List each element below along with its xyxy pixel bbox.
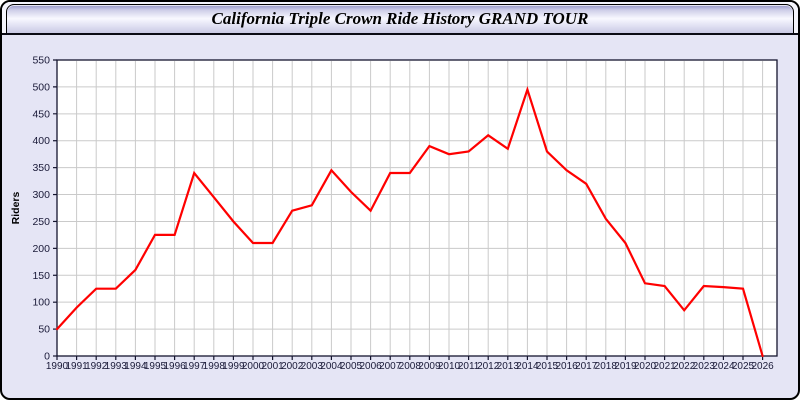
- x-tick-label: 2023: [693, 361, 716, 372]
- axes-frame: [56, 59, 778, 357]
- x-tick-label: 2026: [751, 361, 774, 372]
- x-tick-label: 1994: [124, 361, 147, 372]
- x-tick-label: 1993: [105, 361, 128, 372]
- y-tick-label: 350: [32, 162, 50, 174]
- chart-title: California Triple Crown Ride History GRA…: [211, 9, 589, 28]
- x-tick-label: 2012: [477, 361, 500, 372]
- x-tick-label: 2001: [261, 361, 284, 372]
- x-tick-label: 1997: [183, 361, 206, 372]
- x-tick-label: 2010: [438, 361, 461, 372]
- x-tick-label: 2024: [712, 361, 735, 372]
- y-axis-title: Riders: [10, 192, 22, 225]
- x-tick-label: 1996: [163, 361, 186, 372]
- x-tick-label: 1990: [46, 361, 69, 372]
- x-tick-label: 2020: [634, 361, 657, 372]
- x-tick-label: 2018: [595, 361, 618, 372]
- x-tick-label: 2016: [555, 361, 578, 372]
- x-tick-label: 1991: [65, 361, 88, 372]
- x-tick-label: 2007: [379, 361, 402, 372]
- y-tick-label: 0: [44, 351, 50, 363]
- x-tick-label: 2025: [732, 361, 755, 372]
- y-tick-label: 200: [32, 243, 50, 255]
- x-tick-label: 1995: [144, 361, 167, 372]
- x-axis-labels: 1990199119921993199419951996199719981999…: [46, 361, 774, 372]
- x-tick-label: 2006: [359, 361, 382, 372]
- x-tick-label: 1992: [85, 361, 108, 372]
- y-tick-label: 500: [32, 81, 50, 93]
- y-tick-label: 150: [32, 270, 50, 282]
- y-tick-label: 300: [32, 189, 50, 201]
- x-tick-label: 2005: [340, 361, 363, 372]
- x-tick-label: 2019: [614, 361, 637, 372]
- y-axis-labels: 0 50 100 150 200 250 300 350 400 450 500 550: [32, 55, 50, 363]
- x-tick-label: 2017: [575, 361, 598, 372]
- x-tick-label: 2014: [516, 361, 539, 372]
- x-tick-label: 2003: [301, 361, 324, 372]
- y-tick-label: 50: [38, 324, 50, 336]
- y-tick-label: 250: [32, 216, 50, 228]
- x-tick-label: 2000: [242, 361, 265, 372]
- x-tick-label: 1998: [203, 361, 226, 372]
- x-tick-label: 2011: [458, 361, 480, 372]
- x-tick-label: 2022: [673, 361, 696, 372]
- x-tick-label: 2021: [653, 361, 676, 372]
- tick-marks: [53, 59, 764, 360]
- x-tick-label: 2002: [281, 361, 304, 372]
- y-tick-label: 400: [32, 135, 50, 147]
- riders-series-line: [55, 86, 764, 358]
- x-tick-label: 2009: [418, 361, 441, 372]
- x-tick-label: 2013: [497, 361, 520, 372]
- x-tick-label: 2004: [320, 361, 343, 372]
- y-tick-label: 550: [32, 55, 50, 67]
- x-tick-label: 1999: [222, 361, 245, 372]
- grid: [58, 61, 776, 355]
- y-tick-label: 100: [32, 297, 50, 309]
- x-tick-label: 2015: [536, 361, 559, 372]
- chart-title-bar: California Triple Crown Ride History GRA…: [6, 4, 794, 33]
- plot-area: [57, 60, 777, 356]
- x-tick-label: 2008: [399, 361, 422, 372]
- y-tick-label: 450: [32, 108, 50, 120]
